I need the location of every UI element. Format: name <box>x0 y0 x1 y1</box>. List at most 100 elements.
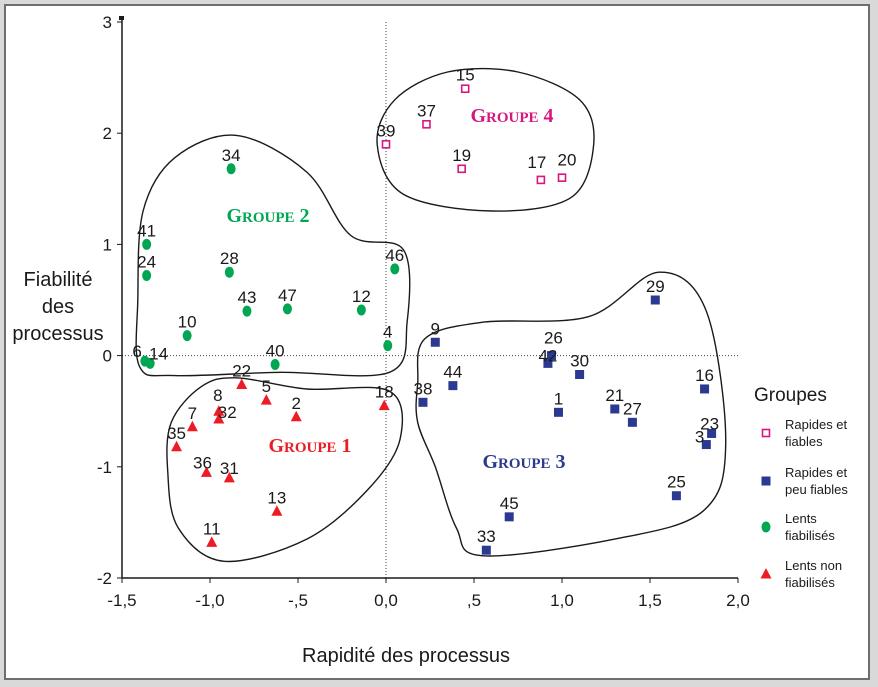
data-point-27 <box>627 417 637 427</box>
point-label-2: 2 <box>292 394 301 413</box>
group-label-2: GROUPE 3 <box>482 451 565 473</box>
point-label-33: 33 <box>477 527 496 546</box>
group-1-outline <box>166 377 404 563</box>
point-label-14: 14 <box>149 344 168 363</box>
x-tick-label: 1,5 <box>638 591 662 610</box>
point-label-36: 36 <box>193 453 212 472</box>
point-label-3: 3 <box>695 428 704 447</box>
point-label-43: 43 <box>237 288 256 307</box>
data-point-38 <box>418 397 428 407</box>
legend-title: Groupes <box>754 385 827 406</box>
point-label-40: 40 <box>266 341 285 360</box>
data-point-7 <box>186 420 198 432</box>
data-point-10 <box>182 330 192 342</box>
data-point-40 <box>270 358 280 370</box>
data-point-39 <box>381 140 391 149</box>
point-label-16: 16 <box>695 366 714 385</box>
x-tick-label: 1,0 <box>550 591 574 610</box>
point-label-44: 44 <box>443 363 462 382</box>
point-label-26: 26 <box>544 329 563 348</box>
y-tick-label: -1 <box>97 458 112 477</box>
data-point-12 <box>356 304 366 316</box>
data-point-1 <box>553 407 563 417</box>
data-point-3 <box>701 440 711 450</box>
data-point-16 <box>700 384 710 394</box>
legend-marker <box>761 476 771 486</box>
data-point-20 <box>557 173 567 182</box>
point-label-17: 17 <box>527 153 546 172</box>
point-label-34: 34 <box>222 146 241 165</box>
group-label-4: GROUPE 1 <box>268 435 351 457</box>
data-point-19 <box>457 164 466 174</box>
data-point-37 <box>422 120 431 129</box>
point-label-24: 24 <box>137 253 156 272</box>
point-label-46: 46 <box>385 246 404 265</box>
y-axis-title-line: Fiabilité <box>24 269 93 291</box>
data-point-42 <box>543 358 553 368</box>
point-label-42: 42 <box>538 346 557 365</box>
data-point-17 <box>536 175 546 185</box>
legend-label: fiables <box>785 434 823 449</box>
data-point-36 <box>200 466 212 477</box>
point-label-38: 38 <box>413 379 432 398</box>
point-label-23: 23 <box>700 414 719 433</box>
x-tick-label: -,5 <box>288 591 308 610</box>
legend-label: Rapides et <box>785 465 848 480</box>
group-2-outline <box>135 134 411 377</box>
point-label-10: 10 <box>178 313 197 332</box>
legend-entry-3: Lents fiabilisés <box>761 511 835 543</box>
data-point-21 <box>610 404 620 414</box>
group-label-1: GROUPE 4 <box>470 105 553 127</box>
legend-label: Lents non <box>785 558 842 573</box>
y-tick-label: 1 <box>103 235 112 254</box>
x-tick-label: -1,0 <box>195 591 224 610</box>
group-3-outline <box>415 271 727 557</box>
y-axis-cap <box>119 16 124 20</box>
x-tick-label: 2,0 <box>726 591 750 610</box>
point-label-22: 22 <box>232 362 251 381</box>
legend-label: fiabilisés <box>785 528 835 543</box>
y-axis-title-line: des <box>42 296 74 318</box>
axes: -1,5 -1,0 -,5 0,0,5 1,0 1,5 2,0-2-10123Rapidit… <box>12 13 749 667</box>
point-label-31: 31 <box>220 459 239 478</box>
data-point-4 <box>383 340 393 352</box>
point-label-27: 27 <box>623 399 642 418</box>
point-label-45: 45 <box>500 494 519 513</box>
data-point-14 <box>145 357 155 369</box>
x-tick-label: 0,0 <box>374 591 398 610</box>
legend-marker <box>761 428 771 438</box>
data-point-26 <box>546 351 556 361</box>
data-point-29 <box>650 295 660 305</box>
point-label-5: 5 <box>262 377 271 396</box>
series-1: 15 37 39 19 17 20 <box>377 66 576 185</box>
data-point-18 <box>378 399 390 411</box>
legend-label: Rapides et <box>785 417 848 432</box>
reference-lines <box>122 22 738 578</box>
y-tick-label: 2 <box>103 124 112 143</box>
point-label-29: 29 <box>646 277 665 296</box>
data-point-41 <box>142 238 152 250</box>
data-point-2 <box>290 410 302 422</box>
point-label-30: 30 <box>570 352 589 371</box>
legend-entry-4: Lents non fiabilisés <box>760 558 842 590</box>
point-label-19: 19 <box>452 146 471 165</box>
data-point-34 <box>226 163 236 175</box>
y-axis-title-line: processus <box>12 323 103 345</box>
data-point-44 <box>448 381 458 391</box>
point-label-4: 4 <box>383 323 392 342</box>
group-outlines <box>135 67 727 563</box>
point-label-8: 8 <box>213 386 222 405</box>
legend-entry-1: Rapides et fiables <box>761 417 848 449</box>
data-point-28 <box>224 266 234 278</box>
data-point-45 <box>504 512 514 522</box>
y-tick-label: -2 <box>97 569 112 588</box>
point-label-6: 6 <box>132 342 141 361</box>
legend-entry-2: Rapides et peu fiables <box>761 465 848 497</box>
legend-label: Lents <box>785 511 817 526</box>
point-label-15: 15 <box>456 66 475 85</box>
data-point-24 <box>142 270 152 282</box>
data-point-11 <box>206 536 218 547</box>
data-point-15 <box>460 84 470 94</box>
